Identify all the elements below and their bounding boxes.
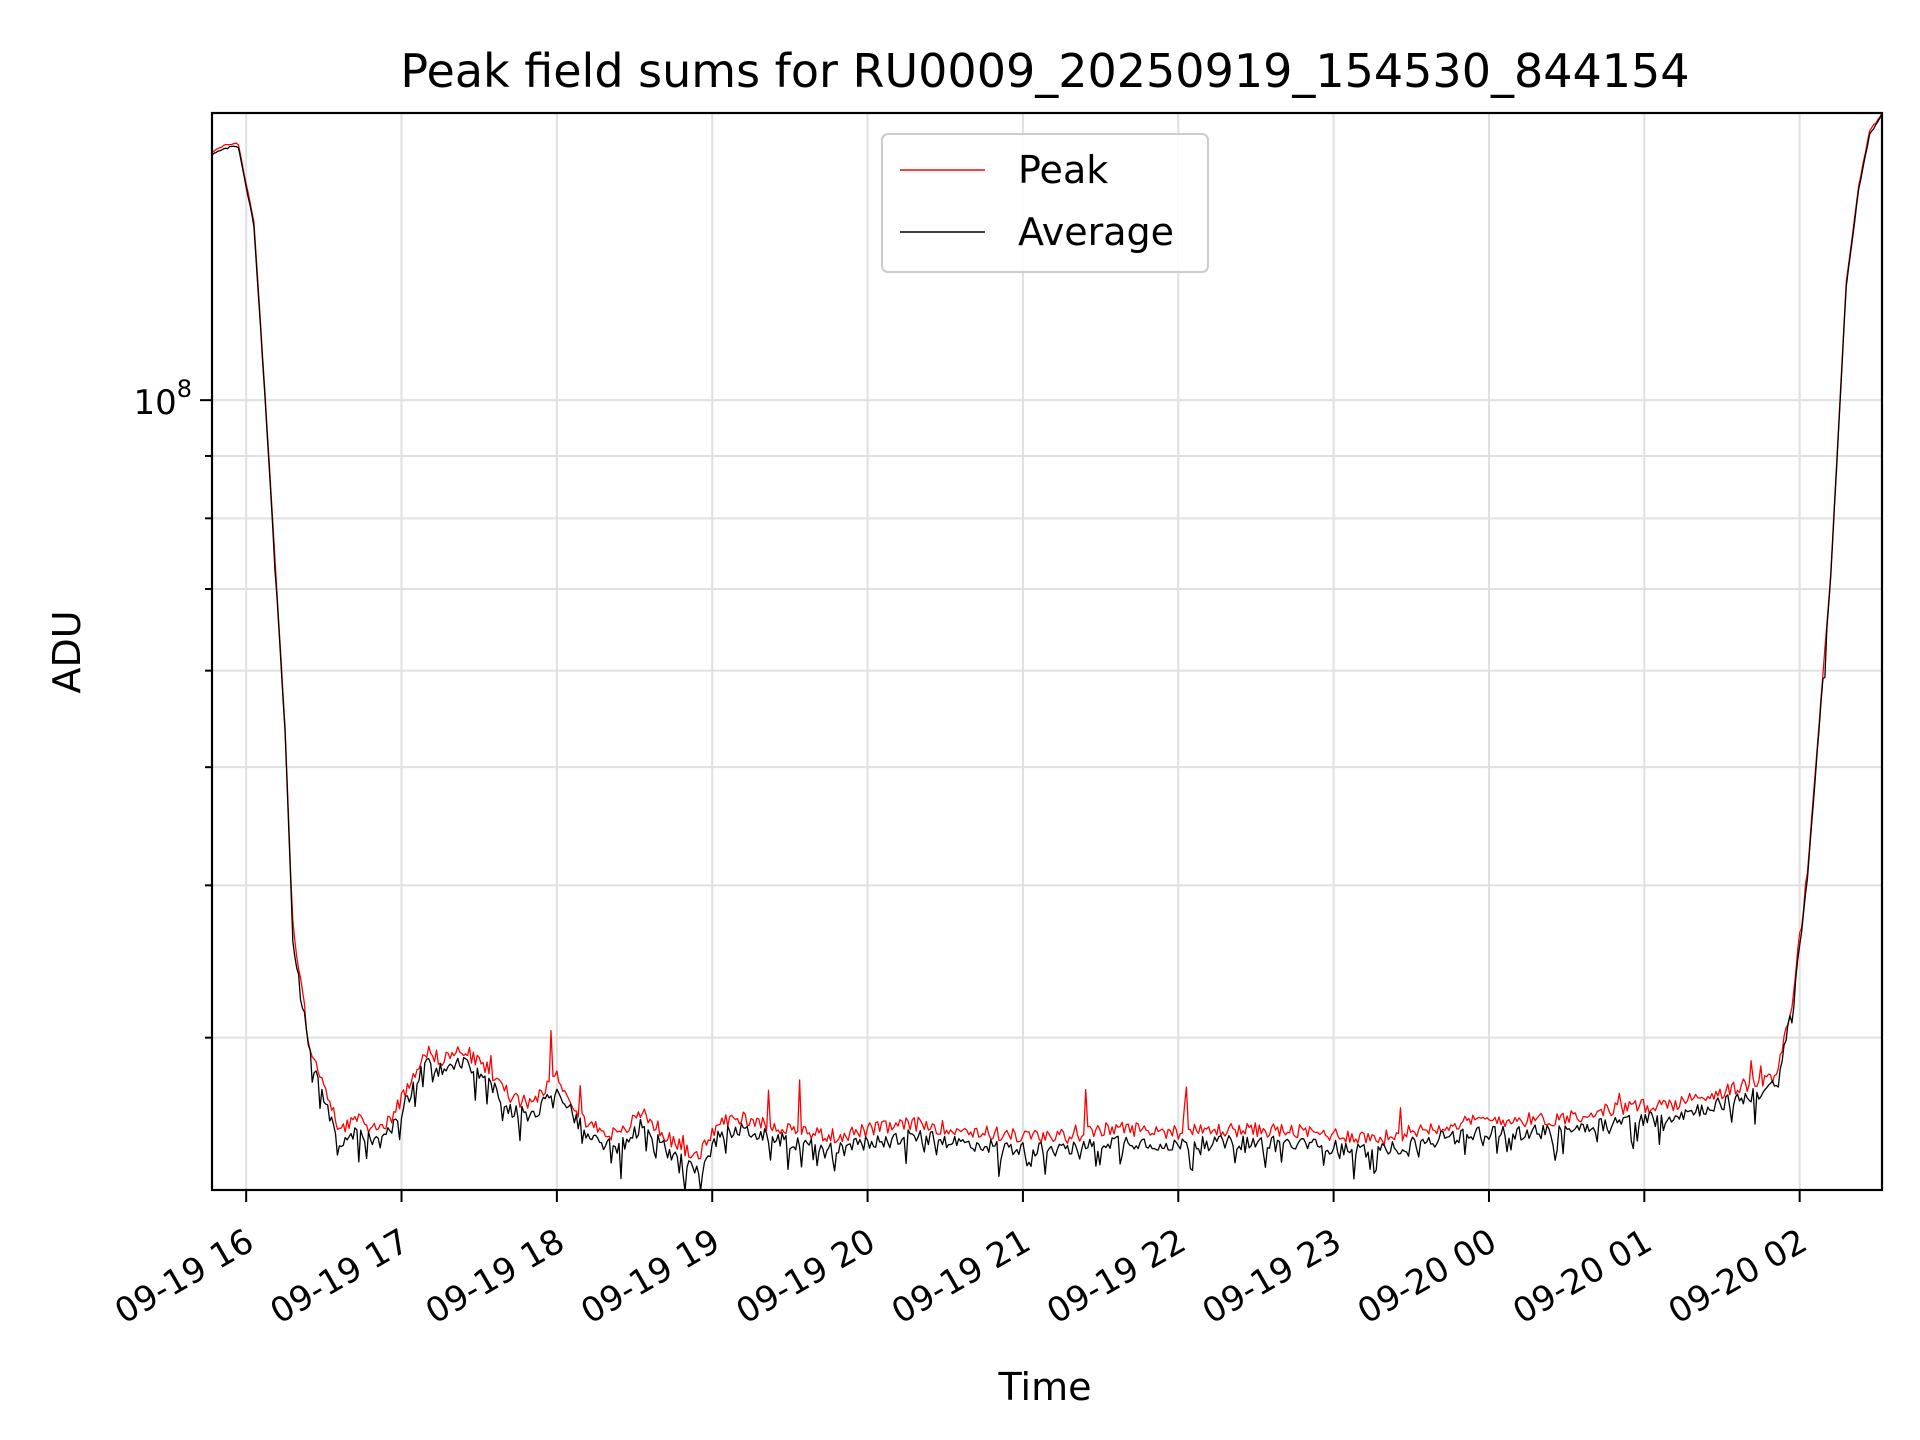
series-line-peak	[212, 113, 1882, 1160]
grid	[212, 113, 1882, 1190]
legend-box	[881, 133, 1209, 273]
y-tick-label-exponent: 8	[177, 375, 192, 403]
series-line-average	[212, 114, 1882, 1190]
y-tick-label: 108	[133, 375, 192, 423]
chart-title: Peak field sums for RU0009_20250919_1545…	[400, 44, 1689, 98]
y-axis-label: ADU	[45, 610, 89, 693]
y-tick-label-base: 10	[133, 383, 176, 423]
y-axis: 108	[133, 375, 212, 1039]
legend: Peak Average	[881, 133, 1209, 273]
legend-average-label: Average	[1018, 210, 1174, 254]
x-axis-label: Time	[998, 1365, 1092, 1409]
legend-peak-label: Peak	[1018, 148, 1108, 192]
series-layer	[212, 113, 1882, 1190]
plot-frame	[210, 111, 1884, 1192]
